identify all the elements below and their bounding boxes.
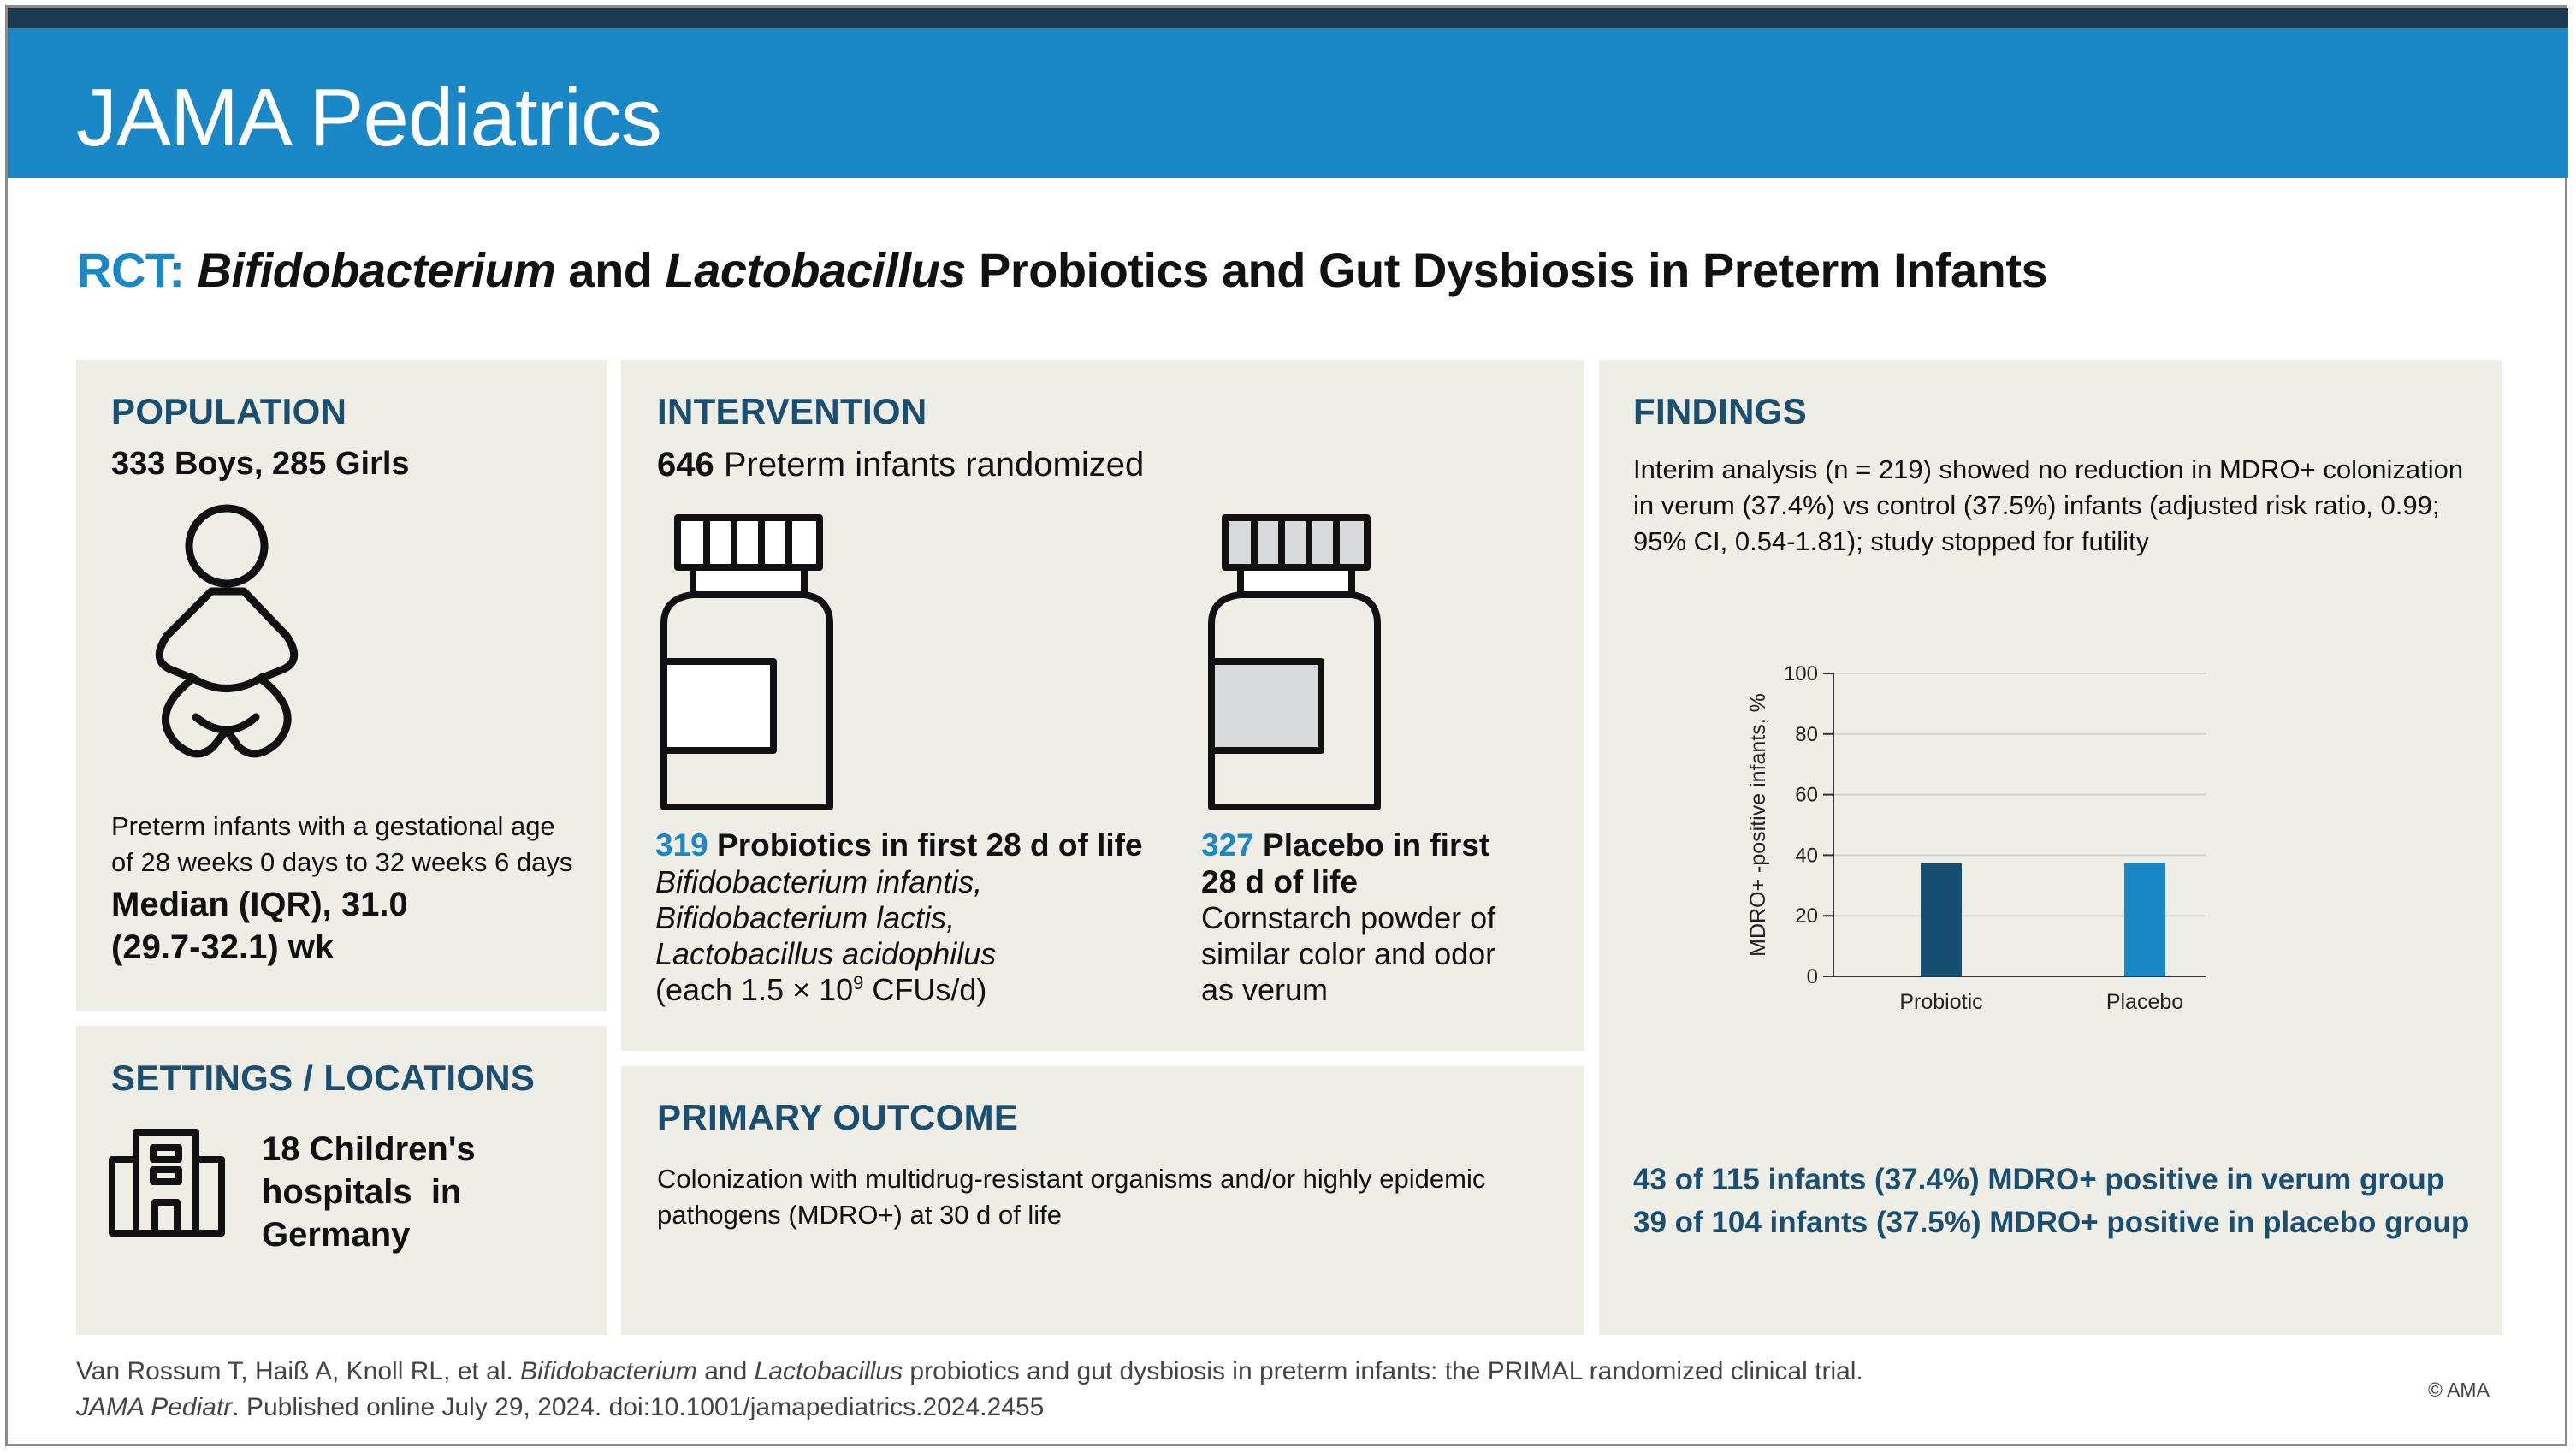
intervention-panel: INTERVENTION 646 Preterm infants randomi… — [621, 360, 1584, 1051]
title-genus-1: Bifidobacterium — [197, 243, 556, 297]
hospital-building-icon — [109, 1129, 225, 1237]
y-axis-label: MDRO+ -positive infants, % — [1746, 693, 1770, 957]
title-prefix: RCT: — [77, 243, 185, 297]
findings-heading: FINDINGS — [1633, 391, 1808, 431]
placebo-desc-3: as verum — [1201, 972, 1329, 1007]
population-median-line2: (29.7-32.1) wk — [111, 928, 335, 966]
title-and: and — [568, 243, 653, 297]
placebo-count: 327 — [1201, 827, 1254, 863]
placebo-label-line1: Placebo in first — [1263, 827, 1490, 863]
randomized-line: 646 Preterm infants randomized — [657, 446, 1144, 484]
settings-line1: 18 Children's — [262, 1130, 476, 1168]
bar-placebo — [2124, 863, 2165, 976]
settings-heading: SETTINGS / LOCATIONS — [111, 1058, 536, 1098]
population-heading: POPULATION — [111, 391, 347, 431]
y-tick-label-0: 0 — [1807, 965, 1818, 988]
citation-line1: Van Rossum T, Haiß A, Knoll RL, et al. B… — [76, 1357, 1863, 1386]
citation-journal: JAMA Pediatr — [76, 1393, 233, 1421]
outcome-heading: PRIMARY OUTCOME — [657, 1097, 1019, 1137]
page-title: RCT: Bifidobacterium and Lactobacillus P… — [77, 242, 2048, 298]
randomized-count: 646 — [657, 446, 714, 483]
top-strip — [8, 8, 2568, 28]
copyright: © AMA — [2428, 1379, 2490, 1401]
probiotic-count: 319 — [655, 827, 708, 863]
placebo-desc-1: Cornstarch powder of — [1201, 900, 1496, 935]
population-panel: POPULATION 333 Boys, 285 Girls Preterm i… — [76, 360, 607, 1011]
bar-probiotic — [1921, 863, 1962, 976]
findings-line1: Interim analysis (n = 219) showed no red… — [1633, 454, 2464, 484]
intervention-heading: INTERVENTION — [657, 391, 927, 431]
citation-line2: JAMA Pediatr. Published online July 29, … — [76, 1393, 1044, 1422]
dose-exponent: 9 — [853, 972, 864, 993]
header-bar: JAMA Pediatrics — [8, 28, 2568, 178]
title-genus-2: Lactobacillus — [665, 243, 967, 297]
probiotic-label: Probiotics in first 28 d of life — [717, 827, 1143, 863]
placebo-title-line1: 327 Placebo in first — [1201, 827, 1489, 863]
dose-post: CFUs/d) — [863, 972, 987, 1007]
y-tick-label-40: 40 — [1795, 844, 1818, 867]
probiotic-strain-1: Bifidobacterium infantis, — [655, 864, 983, 899]
outcome-line1: Colonization with multidrug-resistant or… — [657, 1164, 1486, 1194]
y-tick-label-60: 60 — [1795, 784, 1818, 807]
infant-icon — [155, 504, 299, 758]
citation-title: probiotics and gut dysbiosis in preterm … — [903, 1357, 1863, 1385]
y-tick-label-100: 100 — [1784, 662, 1818, 685]
citation-authors: Van Rossum T, Haiß A, Knoll RL, et al. — [76, 1357, 521, 1385]
population-sex: 333 Boys, 285 Girls — [111, 446, 410, 482]
settings-line2: hospitals in — [262, 1173, 462, 1211]
probiotic-bottle-icon — [660, 514, 833, 810]
citation-genus-1: Bifidobacterium — [520, 1357, 697, 1385]
mdro-bar-chart: 0 20 40 60 80 100 MDRO+ -positive infants, % Pr… — [1746, 662, 2206, 1011]
settings-panel: SETTINGS / LOCATIONS 18 Children's hospi… — [76, 1026, 607, 1335]
probiotic-dose: (each 1.5 × 109 CFUs/d) — [655, 972, 986, 1008]
probiotic-title: 319 Probiotics in first 28 d of life — [655, 827, 1143, 863]
journal-brand: JAMA Pediatrics — [76, 72, 662, 163]
result-verum: 43 of 115 infants (37.4%) MDRO+ positive… — [1633, 1163, 2445, 1196]
placebo-label-line2: 28 d of life — [1201, 864, 1358, 899]
outcome-line2: pathogens (MDRO+) at 30 d of life — [657, 1200, 1062, 1230]
citation-genus-2: Lactobacillus — [754, 1357, 903, 1385]
y-tick-label-80: 80 — [1795, 723, 1818, 746]
result-placebo: 39 of 104 infants (37.5%) MDRO+ positive… — [1633, 1206, 2470, 1239]
x-tick-label-placebo: Placebo — [2106, 990, 2183, 1011]
population-desc-line2: of 28 weeks 0 days to 32 weeks 6 days — [111, 847, 573, 877]
citation-and: and — [696, 1357, 755, 1385]
citation-doi: . Published online July 29, 2024. doi:10… — [232, 1393, 1045, 1421]
probiotic-strain-3: Lactobacillus acidophilus — [655, 936, 997, 971]
probiotic-strain-2: Bifidobacterium lactis, — [655, 900, 956, 935]
x-tick-label-probiotic: Probiotic — [1899, 990, 1982, 1011]
dose-pre: (each 1.5 × 10 — [655, 972, 854, 1007]
y-tick-label-20: 20 — [1795, 904, 1818, 928]
title-rest: Probiotics and Gut Dysbiosis in Preterm … — [978, 243, 2048, 297]
population-desc-line1: Preterm infants with a gestational age — [111, 811, 555, 841]
findings-line2: in verum (37.4%) vs control (37.5%) infa… — [1633, 490, 2440, 520]
findings-panel: FINDINGS Interim analysis (n = 219) show… — [1599, 360, 2502, 1335]
findings-line3: 95% CI, 0.54-1.81); study stopped for fu… — [1633, 526, 2150, 556]
placebo-bottle-icon — [1208, 514, 1381, 810]
settings-line3: Germany — [262, 1216, 411, 1254]
outcome-panel: PRIMARY OUTCOME Colonization with multid… — [621, 1066, 1584, 1335]
population-median-line1: Median (IQR), 31.0 — [111, 886, 408, 923]
randomized-text: Preterm infants randomized — [723, 446, 1145, 483]
placebo-desc-2: similar color and odor — [1201, 936, 1496, 971]
